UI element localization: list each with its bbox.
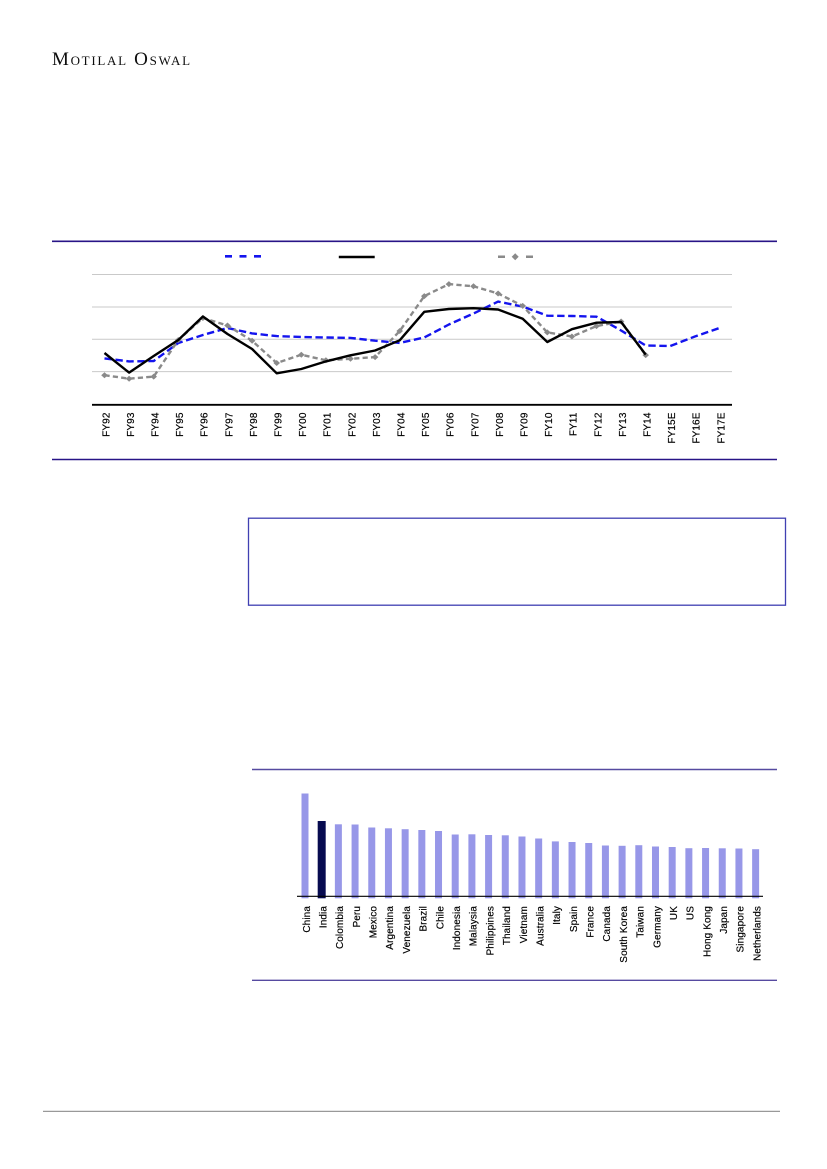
svg-text:Thailand: Thailand bbox=[502, 906, 513, 945]
svg-text:US: US bbox=[686, 906, 697, 920]
svg-text:FY04: FY04 bbox=[397, 412, 408, 437]
svg-text:South Korea: South Korea bbox=[619, 906, 630, 963]
svg-text:France: France bbox=[586, 906, 597, 938]
svg-text:FY09: FY09 bbox=[520, 412, 531, 437]
svg-text:Mexico: Mexico bbox=[369, 906, 380, 939]
svg-text:Canada: Canada bbox=[602, 906, 613, 942]
svg-text:FY05: FY05 bbox=[421, 412, 432, 437]
svg-text:Germany: Germany bbox=[652, 906, 663, 948]
svg-text:Philippines: Philippines bbox=[485, 906, 496, 955]
svg-text:FY08: FY08 bbox=[495, 412, 506, 437]
svg-text:Peru: Peru bbox=[352, 906, 363, 928]
svg-text:FY14: FY14 bbox=[643, 412, 654, 437]
svg-text:FY07: FY07 bbox=[470, 412, 481, 437]
svg-text:Japan: Japan bbox=[719, 906, 730, 934]
svg-text:Malaysia: Malaysia bbox=[469, 906, 480, 947]
svg-text:Singapore: Singapore bbox=[736, 906, 747, 953]
svg-text:FY93: FY93 bbox=[126, 412, 137, 437]
svg-text:UK: UK bbox=[669, 906, 680, 920]
svg-text:FY96: FY96 bbox=[200, 412, 211, 437]
svg-text:FY03: FY03 bbox=[372, 412, 383, 437]
svg-text:Vietnam: Vietnam bbox=[519, 906, 530, 943]
svg-text:India: India bbox=[318, 906, 329, 929]
svg-text:FY12: FY12 bbox=[593, 412, 604, 437]
svg-text:Motilal Oswal: Motilal Oswal bbox=[52, 49, 192, 70]
svg-text:FY97: FY97 bbox=[224, 412, 235, 437]
svg-text:Australia: Australia bbox=[535, 906, 546, 946]
svg-text:FY99: FY99 bbox=[274, 412, 285, 437]
svg-text:FY02: FY02 bbox=[347, 412, 358, 437]
svg-text:FY11: FY11 bbox=[569, 412, 580, 436]
svg-text:FY01: FY01 bbox=[323, 412, 334, 437]
svg-text:Venezuela: Venezuela bbox=[402, 906, 413, 954]
svg-text:FY92: FY92 bbox=[101, 412, 112, 437]
svg-text:Argentina: Argentina bbox=[385, 906, 396, 950]
svg-text:FY15E: FY15E bbox=[667, 412, 678, 443]
svg-text:Netherlands: Netherlands bbox=[752, 906, 763, 961]
svg-text:China: China bbox=[302, 906, 313, 933]
svg-text:Taiwan: Taiwan bbox=[636, 906, 647, 938]
svg-text:FY95: FY95 bbox=[175, 412, 186, 437]
svg-text:Brazil: Brazil bbox=[419, 906, 430, 932]
svg-text:FY16E: FY16E bbox=[692, 412, 703, 443]
svg-text:FY13: FY13 bbox=[618, 412, 629, 437]
svg-text:FY00: FY00 bbox=[298, 412, 309, 437]
svg-text:Colombia: Colombia bbox=[335, 906, 346, 949]
svg-text:FY06: FY06 bbox=[446, 412, 457, 437]
svg-text:Indonesia: Indonesia bbox=[452, 906, 463, 951]
svg-text:Hong Kong: Hong Kong bbox=[702, 906, 713, 957]
svg-text:FY17E: FY17E bbox=[716, 412, 727, 443]
svg-text:FY98: FY98 bbox=[249, 412, 260, 437]
svg-text:Spain: Spain bbox=[569, 906, 580, 932]
svg-text:Italy: Italy bbox=[552, 906, 563, 925]
svg-text:Chile: Chile bbox=[435, 906, 446, 930]
svg-text:FY94: FY94 bbox=[150, 412, 161, 437]
svg-text:FY10: FY10 bbox=[544, 412, 555, 437]
